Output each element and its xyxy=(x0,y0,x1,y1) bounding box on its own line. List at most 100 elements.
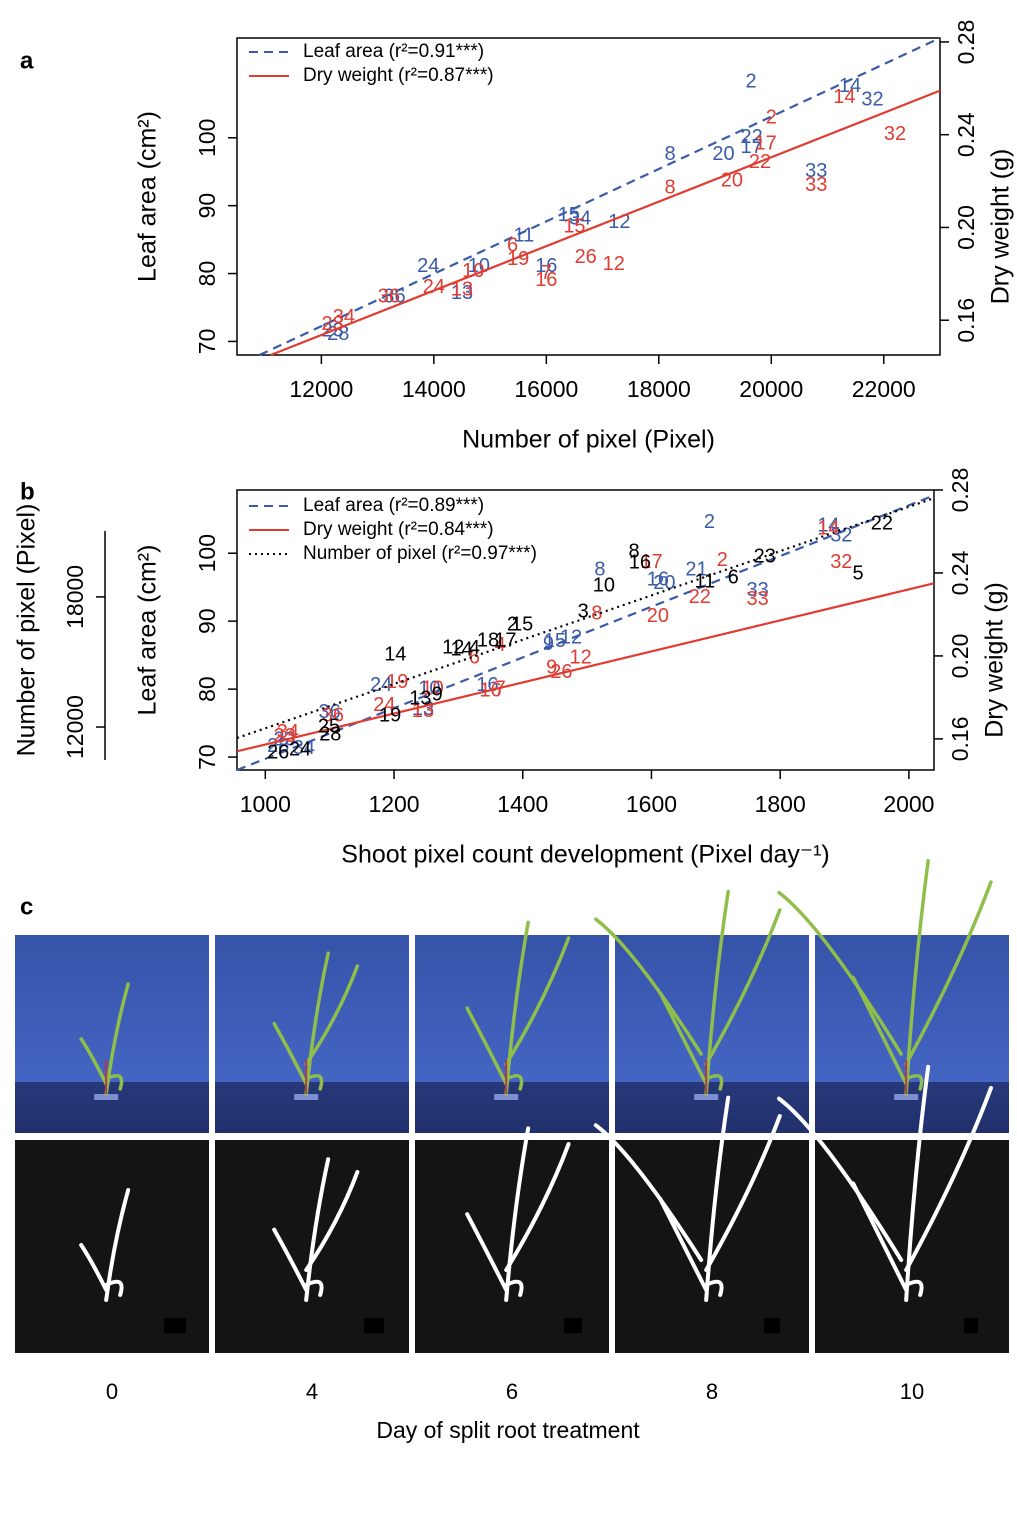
point-label: 9 xyxy=(432,683,443,705)
plant-leaf xyxy=(594,917,703,1056)
photo-floor xyxy=(415,1082,609,1133)
photo-floor xyxy=(15,1082,209,1133)
point-label: 6 xyxy=(507,234,518,256)
plant-leaf xyxy=(904,1073,924,1091)
mask-leaf xyxy=(593,1123,704,1262)
point-label: 8 xyxy=(591,603,602,625)
point-label: 7 xyxy=(495,677,506,699)
point-label: 20 xyxy=(721,169,743,191)
point-label: 26 xyxy=(267,741,289,763)
point-label: 26 xyxy=(575,246,597,268)
point-label: 10 xyxy=(593,574,615,596)
point-label: 4 xyxy=(495,634,506,656)
point-label: 11 xyxy=(513,224,534,246)
point-label: 16 xyxy=(535,269,557,291)
mask-leaf xyxy=(465,1212,509,1292)
point-label: 34 xyxy=(569,208,591,230)
point-label: 9 xyxy=(543,633,554,655)
x-tick-label: 20000 xyxy=(739,376,803,402)
y-tick-label: 70 xyxy=(194,744,220,770)
point-label: 33 xyxy=(747,588,769,610)
x-tick-label: 22000 xyxy=(852,376,916,402)
mask-marker xyxy=(564,1318,582,1333)
point-label: 10 xyxy=(418,677,440,699)
point-label: 36 xyxy=(322,704,344,726)
photo-pot xyxy=(494,1094,519,1100)
point-label: 2 xyxy=(507,613,518,635)
x-tick-label: 1600 xyxy=(626,791,677,817)
point-label: 20 xyxy=(647,605,669,627)
plant-leaf xyxy=(704,1073,724,1091)
y3-axis-label: Number of pixel (Pixel) xyxy=(13,504,41,757)
point-label: 16 xyxy=(629,551,651,573)
point-label: 15 xyxy=(544,630,566,652)
point-label: 13 xyxy=(412,700,434,722)
point-label: 24 xyxy=(373,694,395,716)
mask-leaf xyxy=(504,1279,524,1297)
day-label: 4 xyxy=(306,1379,318,1404)
y2-tick-label: 0.24 xyxy=(953,112,979,157)
point-label: 28 xyxy=(319,723,341,745)
point-label: 22 xyxy=(871,512,893,534)
point-label: 23 xyxy=(274,725,296,747)
point-label: 14 xyxy=(833,86,855,108)
point-label: 23 xyxy=(321,313,343,335)
legend-label: Dry weight (r²=0.84***) xyxy=(303,519,494,540)
point-label: 3 xyxy=(578,600,589,622)
x-axis-label: Shoot pixel count development (Pixel day… xyxy=(341,841,829,869)
point-label: 19 xyxy=(379,704,401,726)
point-label: 6 xyxy=(469,646,480,668)
point-label: 9 xyxy=(546,657,557,679)
x-tick-label: 18000 xyxy=(627,376,691,402)
y2-axis-label: Dry weight (g) xyxy=(981,582,1009,738)
point-label: 8 xyxy=(664,176,675,198)
panel-letter: b xyxy=(20,478,35,505)
mask xyxy=(15,1140,209,1353)
point-label: 32 xyxy=(884,123,906,145)
mask-leaf xyxy=(104,1279,124,1297)
point-label: 16 xyxy=(479,679,501,701)
point-label: 22 xyxy=(749,151,771,173)
point-label: 17 xyxy=(494,629,516,651)
point-label: 13 xyxy=(409,687,431,709)
y2-tick-label: 0.20 xyxy=(953,205,979,250)
y-tick-label: 80 xyxy=(194,676,220,702)
point-label: 22 xyxy=(689,586,711,608)
mask-leaf xyxy=(704,1095,731,1302)
mask-leaf xyxy=(272,1227,309,1292)
mask-leaf xyxy=(704,1279,724,1297)
point-label: 20 xyxy=(712,143,734,165)
point-label: 18 xyxy=(477,629,499,651)
point-label: 4 xyxy=(469,637,480,659)
mask-marker xyxy=(364,1318,384,1333)
point-label: 14 xyxy=(384,643,406,665)
plant-leaf xyxy=(272,1021,308,1086)
point-label: 12 xyxy=(603,253,625,275)
point-label: 2 xyxy=(745,70,756,92)
x-tick-label: 12000 xyxy=(289,376,353,402)
point-label: 25 xyxy=(318,715,340,737)
point-label: 6 xyxy=(728,566,739,588)
point-label: 10 xyxy=(462,260,484,282)
panel-letter: c xyxy=(20,893,33,920)
day-label: 6 xyxy=(506,1379,518,1404)
point-label: 32 xyxy=(830,551,852,573)
y2-axis-label: Dry weight (g) xyxy=(987,149,1015,305)
mask-leaf xyxy=(904,1086,993,1272)
plant-leaf xyxy=(704,908,782,1066)
mask-leaf xyxy=(776,1096,904,1262)
photo-pot xyxy=(94,1094,119,1100)
y-axis-label: Leaf area (cm²) xyxy=(134,111,162,282)
x-tick-label: 1000 xyxy=(240,791,291,817)
point-label: 13 xyxy=(412,698,434,720)
panel-letter: a xyxy=(20,47,34,74)
mask-leaf xyxy=(304,1170,360,1272)
y2-tick-label: 0.16 xyxy=(953,298,979,343)
y2-tick-label: 0.24 xyxy=(947,550,973,595)
y2-tick-label: 0.28 xyxy=(953,20,979,65)
plant-leaf xyxy=(704,889,730,1096)
point-label: 12 xyxy=(608,211,630,233)
plant-leaf xyxy=(658,991,708,1086)
point-label: 10 xyxy=(422,677,444,699)
point-label: 13 xyxy=(451,278,473,300)
